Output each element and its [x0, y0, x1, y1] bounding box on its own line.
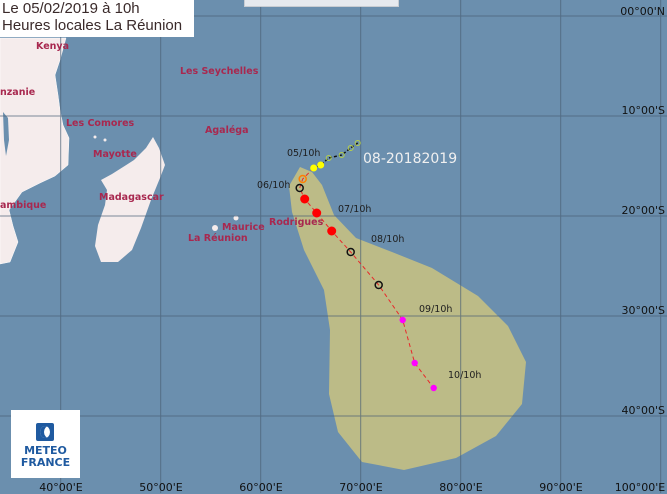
place-label: Madagascar	[99, 192, 164, 203]
place-label: La Réunion	[188, 233, 248, 244]
track-point-depression	[338, 152, 345, 158]
cyclone-symbol-icon	[295, 183, 304, 193]
lat-label: 40°00'S	[621, 404, 665, 417]
track-time-label: 08/10h	[371, 234, 405, 245]
track-point-depression	[347, 145, 354, 151]
cyclone-track	[295, 140, 437, 392]
track-point-post-tropical	[430, 384, 437, 392]
place-label: Les Seychelles	[180, 66, 259, 77]
track-point-intense-cyclone	[300, 194, 310, 204]
track-point-severe-storm	[298, 174, 307, 184]
track-point-storm	[317, 161, 325, 169]
madagascar-land	[95, 137, 165, 262]
lon-label: 60°00'E	[239, 481, 283, 494]
title-box: Le 05/02/2019 à 10h Heures locales La Ré…	[0, 0, 194, 37]
place-label: Kenya	[36, 41, 70, 52]
place-label: ambique	[0, 200, 47, 211]
storm-id-label: 08-20182019	[363, 151, 458, 167]
track-time-label: 07/10h	[338, 204, 372, 215]
lat-label: 10°00'S	[621, 104, 665, 117]
lat-label: 30°00'S	[621, 304, 665, 317]
place-label: Agaléga	[205, 125, 249, 136]
logo-text: METEO	[24, 444, 67, 457]
lon-label: 40°00'E	[39, 481, 83, 494]
place-label: nzanie	[0, 87, 36, 98]
reunion-island	[212, 225, 218, 231]
track-time-label: 06/10h	[257, 180, 291, 191]
place-label: Rodrigues	[269, 217, 324, 228]
meteo-france-logo-icon	[36, 423, 54, 441]
mauritius-island	[233, 215, 239, 221]
date-title: Le 05/02/2019 à 10h	[2, 0, 140, 17]
lon-label: 100°00'E	[614, 481, 666, 494]
time-zone-subtitle: Heures locales La Réunion	[2, 17, 183, 34]
lon-label: 70°00'E	[339, 481, 383, 494]
cyclone-symbol-icon	[374, 280, 383, 290]
track-point-storm	[310, 164, 318, 172]
comoros-island	[103, 138, 107, 142]
lon-label: 50°00'E	[139, 481, 183, 494]
forecast-cone	[289, 167, 526, 470]
track-time-label: 10/10h	[448, 370, 482, 381]
lat-label: 00°00'N	[620, 5, 665, 18]
track-time-label: 05/10h	[287, 148, 321, 159]
track-point-post-tropical	[399, 316, 406, 324]
lat-label: 20°00'S	[621, 204, 665, 217]
place-label: Les Comores	[66, 118, 135, 129]
place-label: Maurice	[222, 222, 265, 233]
track-point-depression	[354, 140, 361, 146]
africa-land	[0, 37, 70, 265]
cyclone-symbol-icon	[346, 247, 355, 257]
track-time-label: 09/10h	[419, 304, 453, 315]
place-label: Mayotte	[93, 149, 137, 160]
track-point-post-tropical	[411, 359, 418, 367]
logo-text: FRANCE	[20, 456, 71, 469]
track-point-depression	[325, 155, 332, 161]
track-point-intense-cyclone	[327, 226, 337, 236]
lon-label: 90°00'E	[539, 481, 583, 494]
meteo-france-logo: METEO FRANCE	[11, 410, 80, 478]
track-point-intense-cyclone	[312, 208, 322, 218]
lake-icon	[3, 112, 9, 156]
comoros-island	[93, 135, 97, 139]
lon-label: 80°00'E	[439, 481, 483, 494]
url-banner	[244, 0, 399, 7]
